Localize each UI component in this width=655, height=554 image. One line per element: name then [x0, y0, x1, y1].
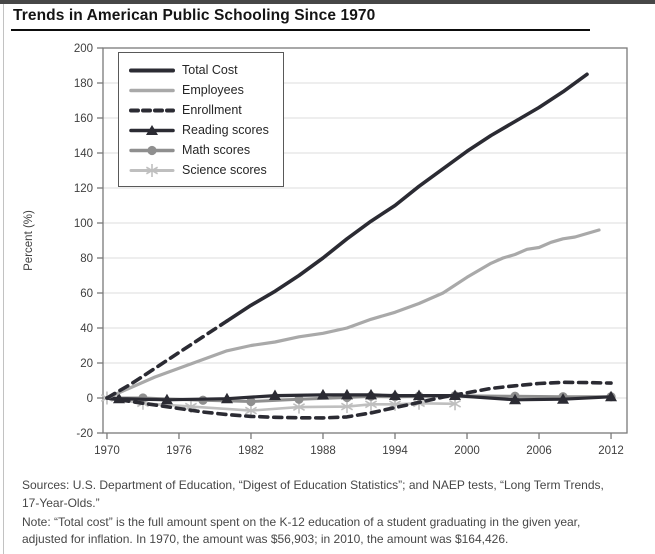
- legend-swatch: [129, 163, 175, 177]
- x-tick-label: 2000: [454, 445, 480, 457]
- legend-swatch: [129, 145, 175, 155]
- y-tick-label: 80: [80, 253, 93, 265]
- legend-item-enrollment: Enrollment: [129, 100, 277, 120]
- y-tick-label: 100: [74, 218, 93, 230]
- x-tick-label: 1976: [166, 445, 192, 457]
- x-tick-label: 1982: [238, 445, 264, 457]
- x-tick-label: 1988: [310, 445, 336, 457]
- series-total-cost: [105, 72, 589, 400]
- legend-label: Employees: [182, 83, 244, 97]
- y-tick-label: 180: [74, 78, 93, 90]
- y-tick-label: 60: [80, 288, 93, 300]
- x-tick-label: 2012: [598, 445, 624, 457]
- y-tick-label: 160: [74, 113, 93, 125]
- legend-item-science-scores: Science scores: [129, 160, 277, 180]
- legend-item-reading-scores: Reading scores: [129, 120, 277, 140]
- series-reading-scores: [105, 388, 618, 405]
- x-tick-label: 1970: [94, 445, 120, 457]
- y-tick-label: 40: [80, 323, 93, 335]
- legend-item-math-scores: Math scores: [129, 140, 277, 160]
- legend-swatch: [129, 108, 175, 112]
- legend-label: Science scores: [182, 163, 267, 177]
- legend-label: Reading scores: [182, 123, 269, 137]
- y-tick-label: 120: [74, 183, 93, 195]
- legend-label: Math scores: [182, 143, 251, 157]
- y-tick-label: 200: [74, 43, 93, 55]
- title-underline: [11, 29, 590, 31]
- legend-label: Enrollment: [182, 103, 242, 117]
- legend-label: Total Cost: [182, 63, 238, 77]
- series-enrollment: [105, 380, 613, 420]
- note-text: Note: “Total cost” is the full amount sp…: [22, 514, 581, 547]
- legend-swatch: [129, 88, 175, 92]
- footer-notes: Sources: U.S. Department of Education, “…: [22, 477, 622, 550]
- y-tick-label: -20: [76, 428, 93, 440]
- y-tick-label: 140: [74, 148, 93, 160]
- sources-text: Sources: U.S. Department of Education, “…: [22, 478, 604, 510]
- legend-swatch: [129, 124, 175, 135]
- plot-frame: [102, 47, 628, 434]
- y-tick-label: 0: [87, 393, 93, 405]
- chart-title: Trends in American Public Schooling Sinc…: [13, 7, 376, 24]
- x-tick-label: 2006: [526, 445, 552, 457]
- legend-swatch: [129, 68, 175, 72]
- page-left-border: [3, 4, 4, 554]
- chart-legend: Total Cost Employees Enrollment Reading sco…: [118, 52, 284, 187]
- x-tick-label: 1994: [382, 445, 408, 457]
- window-top-edge: [0, 0, 655, 4]
- y-tick-label: 20: [80, 358, 93, 370]
- legend-item-employees: Employees: [129, 80, 277, 100]
- legend-item-total-cost: Total Cost: [129, 60, 277, 80]
- y-axis-label: Percent (%): [23, 210, 35, 271]
- series-employees: [105, 228, 601, 400]
